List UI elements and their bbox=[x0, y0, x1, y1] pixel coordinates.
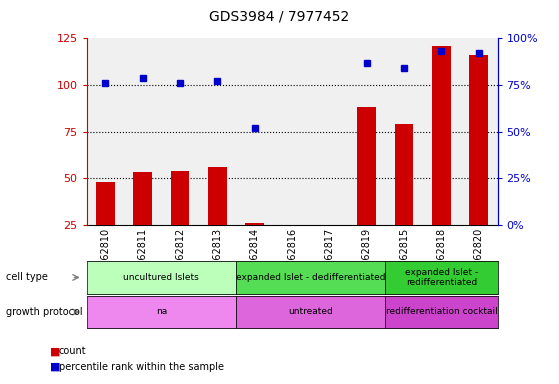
Text: expanded Islet -
redifferentiated: expanded Islet - redifferentiated bbox=[405, 268, 478, 287]
Text: na: na bbox=[156, 308, 167, 316]
Text: percentile rank within the sample: percentile rank within the sample bbox=[59, 362, 224, 372]
Bar bbox=[87, 296, 236, 328]
Text: untreated: untreated bbox=[288, 308, 333, 316]
Text: GDS3984 / 7977452: GDS3984 / 7977452 bbox=[210, 10, 349, 23]
Bar bbox=[386, 296, 498, 328]
Bar bbox=[170, 170, 190, 225]
Bar bbox=[236, 261, 386, 294]
Text: cell type: cell type bbox=[6, 272, 48, 283]
Bar bbox=[245, 223, 264, 225]
Bar bbox=[432, 46, 451, 225]
Bar bbox=[395, 124, 414, 225]
Text: count: count bbox=[59, 346, 86, 356]
Bar bbox=[357, 107, 376, 225]
Bar bbox=[236, 296, 386, 328]
Bar bbox=[96, 182, 115, 225]
Text: redifferentiation cocktail: redifferentiation cocktail bbox=[386, 308, 498, 316]
Bar bbox=[134, 172, 152, 225]
Bar bbox=[386, 261, 498, 294]
Text: ■: ■ bbox=[50, 362, 61, 372]
Text: uncultured Islets: uncultured Islets bbox=[124, 273, 199, 282]
Text: expanded Islet - dedifferentiated: expanded Islet - dedifferentiated bbox=[236, 273, 386, 282]
Bar bbox=[87, 261, 236, 294]
Bar bbox=[470, 55, 488, 225]
Text: ■: ■ bbox=[50, 346, 61, 356]
Text: growth protocol: growth protocol bbox=[6, 307, 82, 317]
Bar bbox=[208, 167, 227, 225]
